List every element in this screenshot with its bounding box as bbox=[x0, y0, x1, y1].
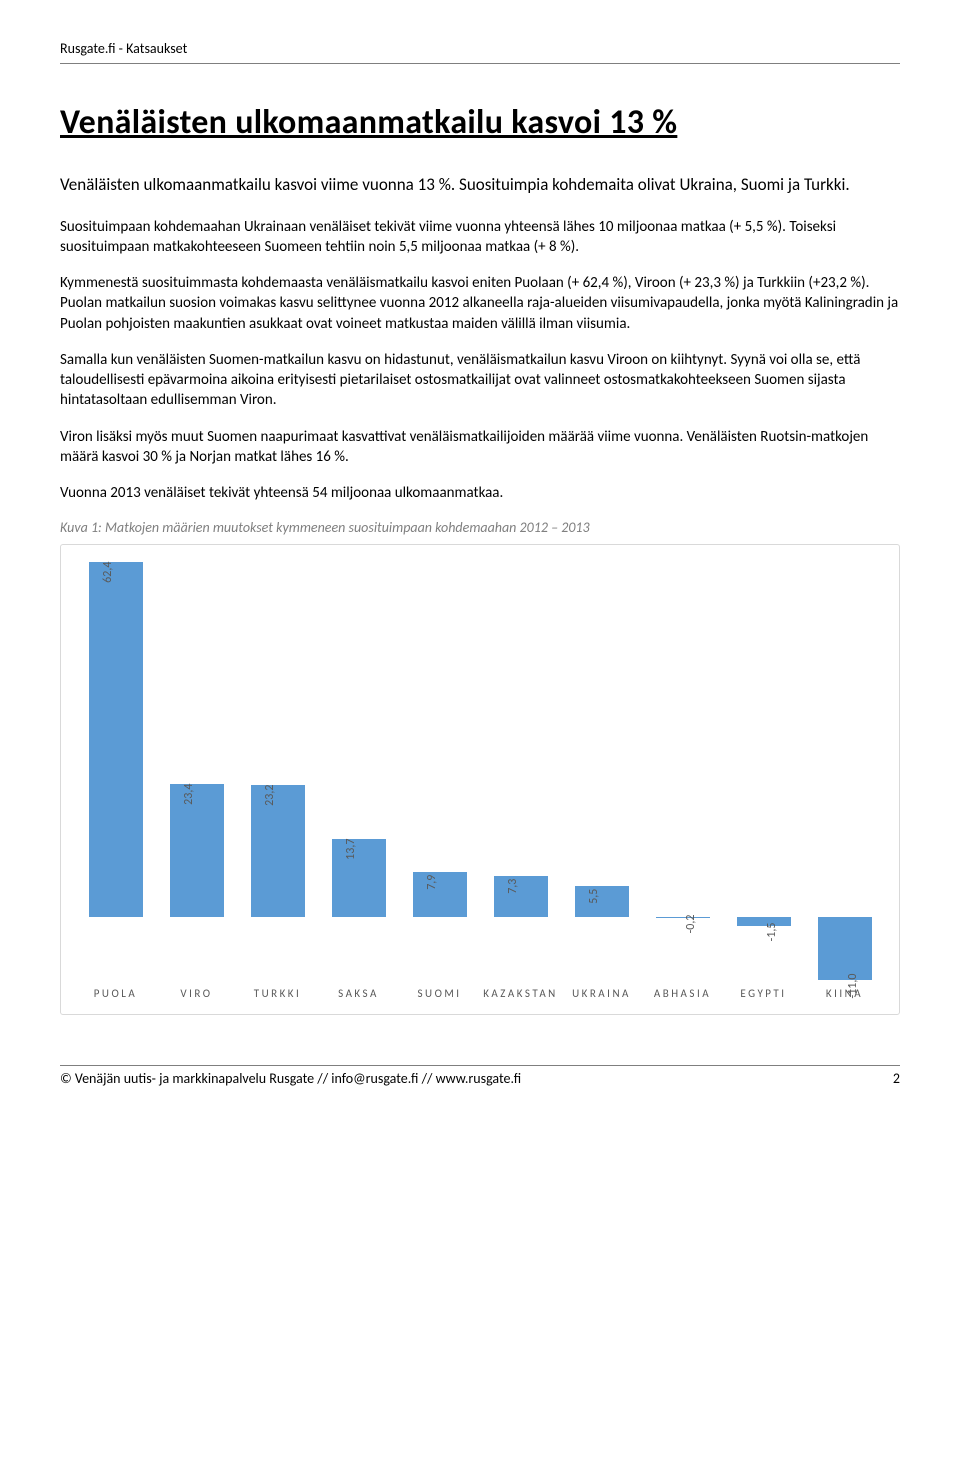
chart-bar-value-label: 62,4 bbox=[99, 561, 115, 582]
chart-bar-column: -0,2 bbox=[642, 561, 723, 981]
chart-bar-column: 23,4 bbox=[156, 561, 237, 981]
chart-x-label: ABHASIA bbox=[642, 987, 723, 1002]
chart-x-label: KAZAKSTAN bbox=[480, 987, 561, 1002]
paragraph-1: Suosituimpaan kohdemaahan Ukrainaan venä… bbox=[60, 217, 900, 258]
footer-divider bbox=[60, 1065, 900, 1066]
paragraph-3: Samalla kun venäläisten Suomen-matkailun… bbox=[60, 350, 900, 411]
chart-bar bbox=[818, 917, 872, 980]
page-title: Venäläisten ulkomaanmatkailu kasvoi 13 % bbox=[60, 100, 900, 146]
page-footer: © Venäjän uutis- ja markkinapalvelu Rusg… bbox=[60, 1070, 900, 1089]
chart-x-axis: PUOLAVIROTURKKISAKSASUOMIKAZAKSTANUKRAIN… bbox=[69, 987, 891, 1002]
chart-x-label: EGYPTI bbox=[723, 987, 804, 1002]
subtitle: Venäläisten ulkomaanmatkailu kasvoi viim… bbox=[60, 174, 900, 197]
chart-bar-column: 13,7 bbox=[318, 561, 399, 981]
chart-bar-value-label: 7,9 bbox=[423, 875, 439, 890]
chart-x-label: TURKKI bbox=[237, 987, 318, 1002]
chart-x-label: PUOLA bbox=[75, 987, 156, 1002]
chart-bar-column: 5,5 bbox=[561, 561, 642, 981]
chart-container: 62,4 23,4 23,2 13,7 7,9 7,3 5,5 -0,2 -1,5 -11,0 P… bbox=[60, 544, 900, 1015]
paragraph-5: Vuonna 2013 venäläiset tekivät yhteensä … bbox=[60, 483, 900, 503]
paragraph-2: Kymmenestä suosituimmasta kohdemaasta ve… bbox=[60, 273, 900, 334]
chart-bar-value-label: 23,4 bbox=[180, 784, 196, 805]
chart-bar-value-label: 13,7 bbox=[342, 839, 358, 860]
chart-bar bbox=[89, 562, 143, 918]
footer-left: © Venäjän uutis- ja markkinapalvelu Rusg… bbox=[60, 1070, 521, 1089]
chart-x-label: SAKSA bbox=[318, 987, 399, 1002]
chart-caption: Kuva 1: Matkojen määrien muutokset kymme… bbox=[60, 519, 900, 538]
footer-page-number: 2 bbox=[893, 1070, 900, 1089]
chart-x-label: VIRO bbox=[156, 987, 237, 1002]
site-name: Rusgate.fi - Katsaukset bbox=[60, 40, 187, 57]
chart-bar-value-label: 7,3 bbox=[504, 878, 520, 893]
chart-bar-column: 7,9 bbox=[399, 561, 480, 981]
page-header: Rusgate.fi - Katsaukset bbox=[60, 40, 900, 59]
chart-bar-value-label: -0,2 bbox=[683, 915, 699, 934]
chart-x-label: UKRAINA bbox=[561, 987, 642, 1002]
chart-bar-column: 7,3 bbox=[480, 561, 561, 981]
chart-bar-column: -11,0 bbox=[804, 561, 885, 981]
header-divider bbox=[60, 63, 900, 64]
chart-bar-value-label: -11,0 bbox=[845, 974, 861, 999]
chart-bar-value-label: 5,5 bbox=[585, 889, 601, 904]
chart-bar-value-label: -1,5 bbox=[764, 922, 780, 941]
chart-bar-column: 23,2 bbox=[237, 561, 318, 981]
chart-bar-column: -1,5 bbox=[723, 561, 804, 981]
paragraph-4: Viron lisäksi myös muut Suomen naapurima… bbox=[60, 427, 900, 468]
chart-bar-value-label: 23,2 bbox=[261, 785, 277, 806]
chart-plot-area: 62,4 23,4 23,2 13,7 7,9 7,3 5,5 -0,2 -1,5 -11,0 bbox=[69, 561, 891, 981]
chart-x-label: SUOMI bbox=[399, 987, 480, 1002]
chart-bar-column: 62,4 bbox=[75, 561, 156, 981]
